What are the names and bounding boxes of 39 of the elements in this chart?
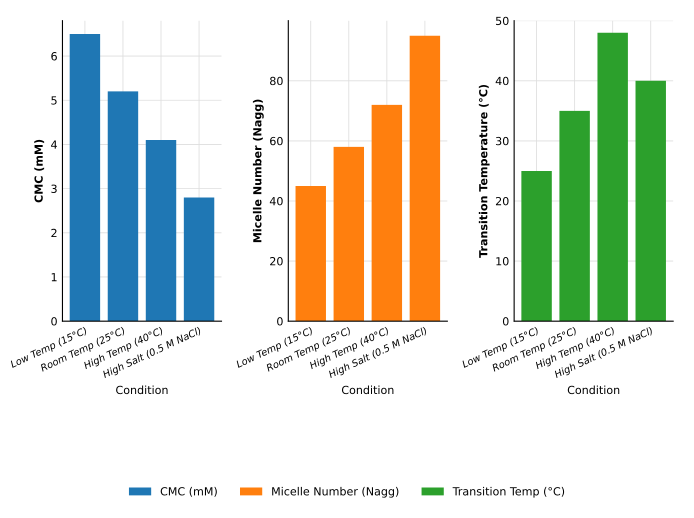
y-tick-label: 5 — [51, 96, 57, 105]
bar — [334, 146, 364, 322]
y-tick-label: 2 — [51, 228, 56, 238]
y-tick-label: 0 — [51, 317, 57, 326]
bar — [559, 110, 590, 322]
x-axis-title: Condition — [568, 386, 620, 394]
y-tick-label: 6 — [51, 52, 57, 60]
y-axis-title: Transition Temperature (°C) — [478, 84, 490, 258]
y-axis-title: CMC (mM) — [34, 140, 44, 202]
y-tick-label: 30 — [496, 136, 509, 146]
x-axis-title: Condition — [116, 386, 168, 394]
bar — [184, 197, 214, 322]
legend-label: Transition Temp (°C) — [452, 486, 564, 498]
bar — [70, 34, 100, 322]
y-tick-label: 0 — [277, 317, 283, 326]
bar — [146, 140, 176, 322]
y-tick-label: 40 — [270, 196, 283, 206]
bar — [597, 32, 628, 322]
bar — [636, 80, 666, 322]
y-tick-label: 20 — [270, 257, 283, 266]
y-tick-label: 80 — [270, 76, 283, 86]
y-tick-label: 40 — [496, 76, 509, 86]
y-tick-label: 3 — [51, 184, 57, 193]
y-tick-label: 20 — [496, 196, 509, 206]
bar — [410, 36, 440, 322]
y-axis-title: Micelle Number (Nagg) — [252, 100, 264, 242]
y-tick-label: 4 — [51, 140, 57, 149]
y-tick-label: 1 — [52, 273, 57, 282]
bar — [108, 91, 138, 322]
x-axis-title: Condition — [342, 386, 394, 394]
bar — [296, 186, 326, 322]
legend-label: CMC (mM) — [160, 486, 217, 497]
y-tick-label: 60 — [270, 136, 283, 146]
bar — [372, 104, 402, 322]
y-tick-label: 0 — [502, 317, 509, 326]
legend-label: Micelle Number (Nagg) — [272, 486, 398, 498]
bar — [521, 170, 552, 322]
y-tick-label: 10 — [496, 257, 509, 266]
y-tick-label: 50 — [496, 16, 509, 26]
